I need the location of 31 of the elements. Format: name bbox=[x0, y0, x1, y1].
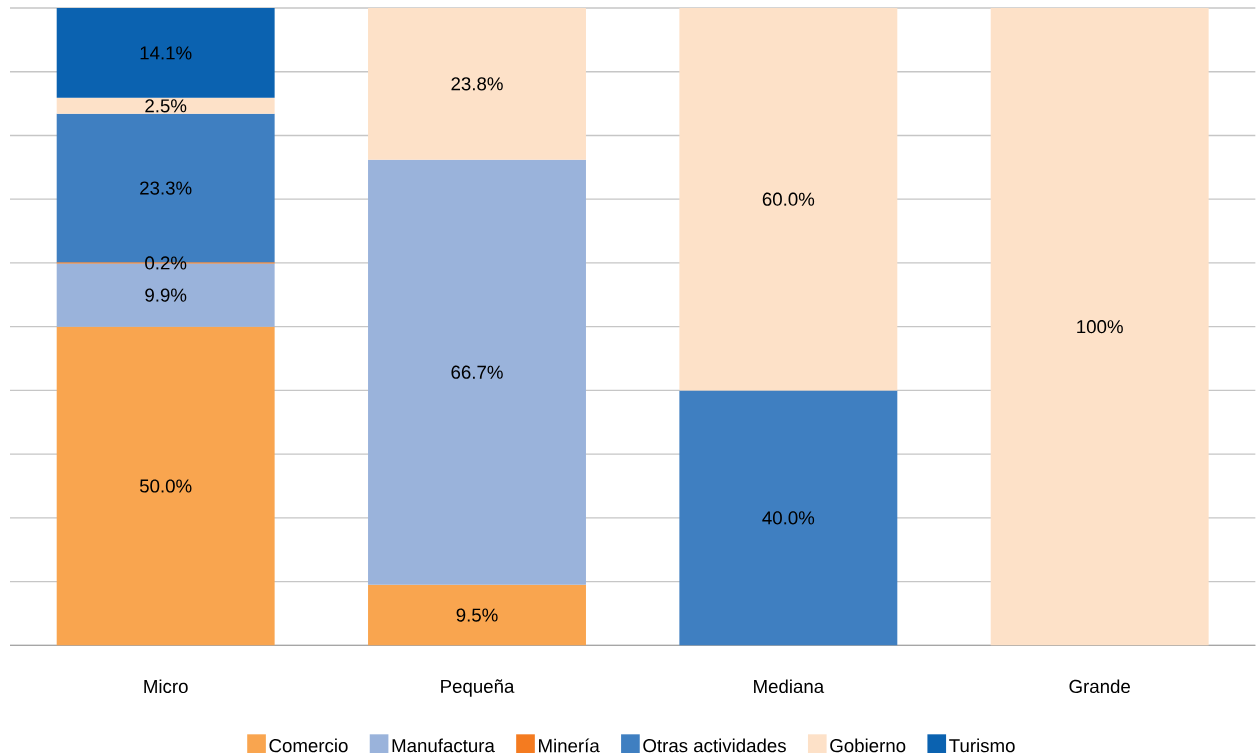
legend-label: Comercio bbox=[269, 738, 348, 753]
x-tick-label: Pequeña bbox=[441, 679, 515, 697]
legend-label: Turismo bbox=[949, 738, 1015, 753]
data-label: 9.9% bbox=[145, 288, 187, 302]
legend-label: Otras actividades bbox=[643, 738, 786, 753]
data-label: 66.7% bbox=[451, 365, 503, 380]
data-label: 60.0% bbox=[762, 192, 815, 206]
bar bbox=[56, 98, 275, 114]
bar bbox=[368, 159, 586, 585]
bar bbox=[56, 8, 275, 99]
data-label: 50.0% bbox=[139, 479, 192, 493]
x-tick-label: Grande bbox=[1069, 679, 1130, 694]
bar bbox=[368, 584, 586, 646]
data-label: 40.0% bbox=[762, 511, 815, 525]
bar bbox=[679, 8, 898, 391]
data-label: 23.8% bbox=[451, 77, 503, 91]
data-label: 14.1% bbox=[140, 46, 192, 60]
data-label: 9.5% bbox=[456, 608, 498, 622]
bar bbox=[990, 8, 1209, 646]
x-tick-label: Micro bbox=[144, 679, 188, 694]
bar bbox=[56, 326, 275, 646]
data-label: 23.3% bbox=[140, 181, 192, 195]
legend-label: Minería bbox=[539, 738, 600, 753]
legend-label: Manufactura bbox=[392, 738, 495, 753]
bar bbox=[368, 8, 586, 160]
legend-label: Gobierno bbox=[830, 738, 906, 753]
x-tick-label: Mediana bbox=[754, 679, 825, 694]
data-label: 0.2% bbox=[145, 256, 187, 270]
data-label: 100% bbox=[1077, 320, 1123, 334]
data-label: 2.5% bbox=[145, 99, 187, 113]
bar bbox=[679, 390, 898, 646]
